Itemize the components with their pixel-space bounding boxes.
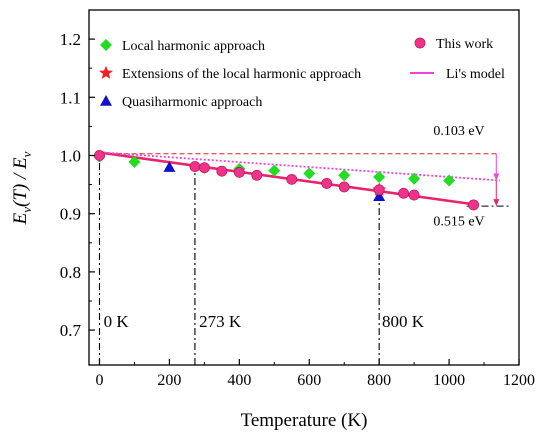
- annotation-label: 800 K: [382, 312, 425, 331]
- diamond-point: [373, 171, 386, 184]
- diamond-point: [268, 164, 281, 177]
- circle-point: [321, 178, 333, 189]
- legend-star-swatch: [99, 65, 113, 79]
- arrow-head: [493, 173, 500, 181]
- legend-label: Quasiharmonic approach: [122, 95, 262, 110]
- diamond-point: [443, 174, 456, 187]
- diamond-point: [303, 167, 316, 180]
- circle-point: [198, 162, 210, 174]
- x-tick-label: 600: [297, 372, 321, 389]
- annotation-label: 0.515 eV: [433, 214, 484, 229]
- annotation-label: 273 K: [199, 312, 242, 331]
- y-tick-label: 0.8: [60, 263, 81, 282]
- axes: 0 200 400 600 800 1000 1200 0.7 0.8 0.9 1.0 1.1 1.2: [60, 30, 535, 389]
- legend-triangle-swatch: [100, 95, 112, 106]
- energy-arrows: [493, 153, 500, 207]
- arrow-head: [493, 199, 500, 207]
- x-tick-label: 0: [95, 372, 103, 389]
- legend-label: Extensions of the local harmonic approac…: [122, 67, 361, 82]
- annotation-label: 0.103 eV: [433, 124, 484, 139]
- triangle-point: [163, 161, 176, 172]
- data-markers: [93, 150, 479, 211]
- x-tick-label: 1000: [433, 372, 465, 389]
- y-tick-label: 0.7: [60, 321, 82, 340]
- annotation-label: 0 K: [104, 312, 130, 331]
- legend-label: This work: [436, 37, 493, 52]
- legend-circle-swatch: [414, 37, 426, 49]
- legend: Local harmonic approach Extensions of the…: [99, 37, 505, 110]
- legend-diamond-swatch: [100, 39, 112, 51]
- reference-lines: [98, 153, 511, 365]
- triangle-point: [373, 190, 386, 202]
- y-tick-label: 1.2: [60, 30, 81, 49]
- annotations: 0.103 eV 0.515 eV 0 K 273 K 800 K: [104, 124, 485, 331]
- circle-point: [338, 181, 350, 193]
- plot-area: [88, 9, 520, 366]
- x-tick-label: 200: [157, 372, 181, 389]
- x-tick-label: 800: [367, 372, 391, 389]
- x-tick-label: 400: [227, 372, 251, 389]
- x-axis-label: Temperature (K): [241, 410, 368, 431]
- circle-point: [233, 166, 245, 178]
- circle-point: [286, 173, 298, 185]
- y-tick-label: 0.9: [60, 205, 81, 224]
- circle-point: [189, 161, 201, 172]
- circle-point: [398, 187, 410, 199]
- x-tick-label: 1200: [503, 372, 535, 389]
- y-tick-label: 1.0: [60, 146, 81, 165]
- circle-point: [251, 169, 263, 181]
- diamond-point: [408, 172, 421, 185]
- fit-lines: [95, 150, 500, 207]
- circle-point: [373, 184, 385, 196]
- circle-point: [408, 189, 420, 201]
- diamond-point: [338, 169, 351, 182]
- diamond-point: [128, 155, 141, 168]
- circle-point: [216, 165, 228, 177]
- legend-label: Li's model: [446, 67, 505, 82]
- circle-point: [468, 199, 479, 211]
- legend-label: Local harmonic approach: [122, 39, 265, 54]
- lis-model-line: [95, 151, 500, 182]
- y-axis-label: Ev(T) / Ev: [10, 151, 34, 225]
- y-tick-label: 1.1: [60, 88, 81, 107]
- circle-point: [94, 150, 105, 161]
